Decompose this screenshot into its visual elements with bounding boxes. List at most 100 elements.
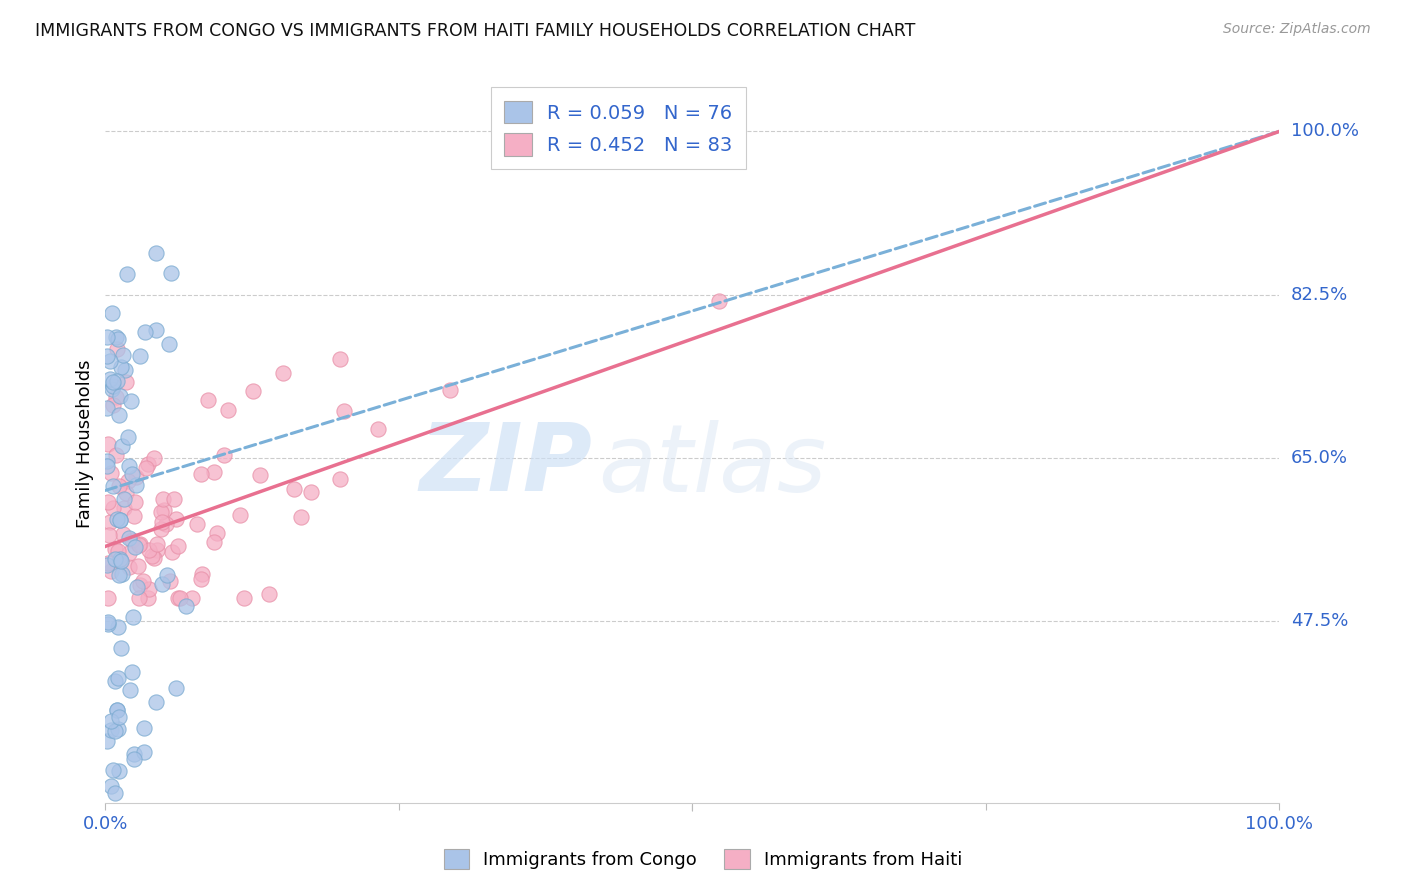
Point bbox=[214, 448, 236, 462]
Point bbox=[108, 389, 131, 403]
Text: 65.0%: 65.0% bbox=[1291, 449, 1347, 467]
Point bbox=[125, 478, 148, 492]
Point bbox=[299, 485, 322, 500]
Point bbox=[122, 747, 145, 761]
Point bbox=[105, 374, 128, 388]
Point bbox=[249, 468, 271, 483]
Point bbox=[232, 591, 254, 605]
Point bbox=[98, 527, 121, 541]
Point bbox=[110, 641, 132, 656]
Point bbox=[143, 451, 166, 466]
Point bbox=[149, 505, 172, 519]
Point bbox=[97, 591, 120, 605]
Point bbox=[242, 384, 264, 398]
Point bbox=[98, 372, 121, 386]
Point bbox=[128, 578, 150, 592]
Point bbox=[111, 527, 134, 541]
Text: Source: ZipAtlas.com: Source: ZipAtlas.com bbox=[1223, 22, 1371, 37]
Point bbox=[105, 703, 128, 717]
Point bbox=[127, 559, 149, 574]
Point bbox=[107, 544, 129, 558]
Point bbox=[104, 551, 127, 566]
Point bbox=[145, 695, 167, 709]
Point bbox=[97, 436, 120, 450]
Point bbox=[138, 582, 160, 597]
Point bbox=[104, 724, 127, 739]
Point bbox=[134, 326, 156, 340]
Point bbox=[112, 492, 135, 507]
Point bbox=[100, 466, 122, 480]
Point bbox=[118, 459, 141, 474]
Point bbox=[96, 734, 118, 748]
Point bbox=[115, 267, 138, 281]
Text: 100.0%: 100.0% bbox=[1291, 122, 1358, 140]
Point bbox=[108, 552, 131, 566]
Point bbox=[186, 517, 208, 532]
Point bbox=[108, 764, 131, 779]
Point bbox=[96, 453, 118, 467]
Point bbox=[96, 330, 118, 344]
Point bbox=[105, 342, 128, 356]
Point bbox=[332, 403, 354, 417]
Point bbox=[108, 513, 131, 527]
Point bbox=[103, 479, 125, 493]
Point bbox=[111, 439, 134, 453]
Point bbox=[108, 568, 131, 582]
Point bbox=[112, 348, 135, 362]
Point bbox=[104, 673, 127, 688]
Point bbox=[707, 293, 730, 308]
Point bbox=[96, 558, 118, 573]
Point bbox=[169, 591, 191, 605]
Point bbox=[107, 332, 129, 346]
Point bbox=[104, 787, 127, 801]
Point bbox=[150, 577, 173, 591]
Point bbox=[329, 351, 352, 366]
Point bbox=[105, 449, 128, 463]
Point bbox=[98, 515, 121, 529]
Point bbox=[110, 554, 132, 568]
Point bbox=[96, 459, 118, 474]
Point bbox=[127, 580, 149, 594]
Point bbox=[145, 245, 167, 260]
Point bbox=[103, 763, 125, 777]
Point bbox=[98, 354, 121, 368]
Point bbox=[191, 567, 214, 582]
Point bbox=[110, 359, 132, 374]
Point bbox=[122, 509, 145, 524]
Point bbox=[97, 617, 120, 632]
Point bbox=[105, 390, 128, 404]
Point bbox=[190, 467, 212, 482]
Point bbox=[136, 458, 159, 472]
Point bbox=[163, 491, 186, 506]
Point bbox=[124, 540, 146, 554]
Legend: R = 0.059   N = 76, R = 0.452   N = 83: R = 0.059 N = 76, R = 0.452 N = 83 bbox=[491, 87, 747, 169]
Point bbox=[105, 703, 128, 717]
Point bbox=[107, 408, 129, 422]
Point bbox=[146, 537, 169, 551]
Text: ZIP: ZIP bbox=[420, 419, 593, 511]
Point bbox=[124, 495, 146, 509]
Y-axis label: Family Households: Family Households bbox=[76, 359, 94, 528]
Point bbox=[153, 503, 176, 517]
Point bbox=[100, 714, 122, 728]
Point bbox=[132, 721, 155, 735]
Point bbox=[174, 599, 197, 613]
Point bbox=[128, 349, 150, 363]
Point bbox=[105, 512, 128, 526]
Point bbox=[141, 549, 163, 564]
Point bbox=[202, 534, 225, 549]
Point bbox=[108, 554, 131, 568]
Point bbox=[125, 470, 148, 484]
Point bbox=[104, 329, 127, 343]
Point bbox=[118, 683, 141, 698]
Text: 47.5%: 47.5% bbox=[1291, 612, 1348, 630]
Point bbox=[271, 366, 294, 380]
Point bbox=[97, 495, 120, 509]
Point bbox=[107, 710, 129, 724]
Point bbox=[149, 522, 172, 536]
Point bbox=[114, 362, 136, 376]
Point bbox=[108, 479, 131, 493]
Point bbox=[103, 375, 125, 389]
Point bbox=[152, 491, 174, 506]
Point bbox=[115, 486, 138, 500]
